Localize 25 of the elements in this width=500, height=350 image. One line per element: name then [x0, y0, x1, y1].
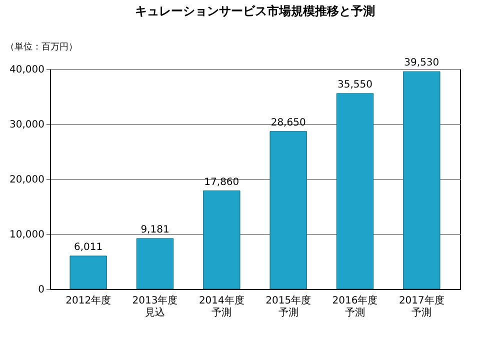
y-tick-label: 10,000	[10, 230, 44, 240]
x-tick-label: 2014年度予測	[198, 294, 244, 318]
data-label: 28,650	[270, 117, 306, 128]
data-label: 17,860	[204, 176, 240, 188]
x-tick-label: 2012年度	[66, 294, 112, 306]
y-tick-label: 20,000	[10, 174, 44, 186]
bar	[203, 190, 240, 290]
x-tick-label: 2017年度予測	[398, 294, 444, 318]
data-label: 39,530	[404, 58, 440, 69]
bar	[270, 131, 307, 290]
x-tick-label: 2015年度予測	[266, 294, 312, 318]
chart-title: キュレーションサービス市場規模推移と予測	[135, 4, 375, 18]
bar	[403, 71, 440, 290]
bar	[136, 238, 174, 290]
y-tick-label: 30,000	[10, 120, 44, 130]
x-tick-label: 2016年度予測	[332, 294, 378, 318]
data-label: 6,011	[74, 242, 103, 253]
bar	[70, 256, 107, 290]
y-axis-title: （単位：百万円）	[6, 42, 78, 52]
data-label: 35,550	[338, 79, 372, 90]
bar	[336, 93, 374, 290]
y-tick-label: 40,000	[10, 64, 44, 76]
y-tick-label: 0	[38, 284, 44, 296]
data-label: 9,181	[140, 224, 170, 236]
x-tick-label: 2013年度見込	[132, 294, 178, 318]
